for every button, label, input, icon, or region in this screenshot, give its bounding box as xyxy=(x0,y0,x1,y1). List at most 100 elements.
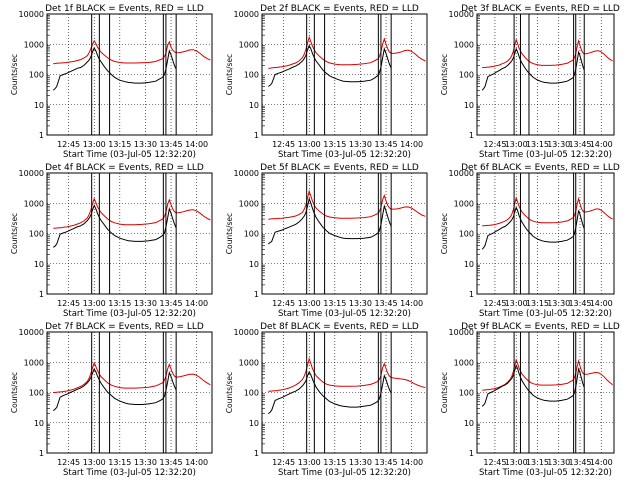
panel-3-ylabel: Counts/sec xyxy=(440,54,449,95)
panel-2-ytick-label: 100 xyxy=(244,71,259,80)
panel-6-xtick-label: 13:30 xyxy=(547,299,570,308)
panel-5-xlabel: Start Time (03-Jul-05 12:32:20) xyxy=(278,309,411,319)
panel-6-xtick-label: 13:45 xyxy=(568,299,591,308)
panel-6: Det 6f BLACK = Events, RED = LLD 1 10 100 10… xyxy=(440,163,620,319)
panel-1-series-events xyxy=(52,46,177,91)
panel-6-ytick-label: 1 xyxy=(469,290,474,299)
panel-7: Det 7f BLACK = Events, RED = LLD 1 10 100 10… xyxy=(10,322,213,478)
panel-8-xtick-label: 13:15 xyxy=(323,458,346,467)
panel-3-ytick-label: 10 xyxy=(464,101,474,110)
panel-7-ylabel: Counts/sec xyxy=(10,372,19,413)
panel-7-title: Det 7f BLACK = Events, RED = LLD xyxy=(45,322,204,332)
panel-5-series-events xyxy=(267,197,392,245)
panel-2: Det 2f BLACK = Events, RED = LLD 1 10 100 10… xyxy=(225,4,428,160)
panel-2-xtick-label: 12:45 xyxy=(272,140,295,149)
panel-7-xtick-label: 13:30 xyxy=(134,458,157,467)
panel-6-xtick-label: 12:45 xyxy=(483,299,506,308)
panel-2-ytick-label: 10000 xyxy=(234,10,259,19)
panel-1-xtick-label: 13:00 xyxy=(83,140,106,149)
panel-6-xtick-label: 13:15 xyxy=(526,299,549,308)
panel-1-xlabel: Start Time (03-Jul-05 12:32:20) xyxy=(63,150,196,160)
panel-2-series-events xyxy=(268,44,392,87)
panel-3-xtick-label: 14:00 xyxy=(590,140,613,149)
panel-5-ytick-label: 100 xyxy=(244,230,259,239)
panel-2-ytick-label: 1 xyxy=(254,131,259,140)
panel-3-xtick-label: 13:15 xyxy=(526,140,549,149)
panel-1-ytick-label: 1000 xyxy=(24,40,44,49)
panel-9-series-lld xyxy=(482,358,613,391)
panel-9-series-events xyxy=(481,364,585,407)
panel-9-xtick-label: 13:45 xyxy=(568,458,591,467)
panel-7-series-lld xyxy=(53,361,211,393)
panel-7-ytick-label: 1000 xyxy=(24,358,44,367)
panel-8-ytick-label: 10000 xyxy=(234,328,259,337)
panel-4-series-events xyxy=(53,204,177,248)
panel-1: Det 1f BLACK = Events, RED = LLD 1 10 100 10… xyxy=(10,4,213,160)
panel-1-xtick-label: 13:30 xyxy=(134,140,157,149)
panel-6-ytick-label: 10 xyxy=(464,260,474,269)
panel-8-xtick-label: 14:00 xyxy=(400,458,423,467)
panel-2-ytick-label: 1000 xyxy=(239,40,259,49)
panel-5-ytick-label: 10 xyxy=(249,260,259,269)
panel-4-xtick-label: 12:45 xyxy=(57,299,80,308)
panel-4-ytick-label: 100 xyxy=(29,230,44,239)
panel-7-ytick-label: 100 xyxy=(29,389,44,398)
panel-6-xtick-label: 14:00 xyxy=(590,299,613,308)
panel-5-xtick-label: 13:15 xyxy=(323,299,346,308)
panel-3-xtick-label: 12:45 xyxy=(483,140,506,149)
panel-6-ytick-label: 10000 xyxy=(449,169,474,178)
panel-6-series-lld xyxy=(482,196,613,227)
panel-8-ytick-label: 1000 xyxy=(239,358,259,367)
panel-5-xtick-label: 13:45 xyxy=(375,299,398,308)
panel-8-ytick-label: 100 xyxy=(244,389,259,398)
panel-9-xtick-label: 12:45 xyxy=(483,458,506,467)
panel-4-ylabel: Counts/sec xyxy=(10,213,19,254)
panel-4-title: Det 4f BLACK = Events, RED = LLD xyxy=(45,163,204,173)
panel-6-title: Det 6f BLACK = Events, RED = LLD xyxy=(461,163,620,173)
panel-3-ytick-label: 10000 xyxy=(449,10,474,19)
panel-8-ytick-label: 1 xyxy=(254,449,259,458)
panel-4-ytick-label: 10000 xyxy=(19,169,44,178)
panel-1-xtick-label: 13:15 xyxy=(108,140,131,149)
panel-5-series-lld xyxy=(268,189,426,220)
panel-4-ytick-label: 1000 xyxy=(24,199,44,208)
panel-5-xtick-label: 12:45 xyxy=(272,299,295,308)
panel-7-series-events xyxy=(52,367,177,412)
panel-2-ytick-label: 10 xyxy=(249,101,259,110)
panel-7-ytick-label: 10 xyxy=(34,419,44,428)
panel-7-xtick-label: 14:00 xyxy=(185,458,208,467)
panel-4-ytick-label: 10 xyxy=(34,260,44,269)
panel-9-ytick-label: 1 xyxy=(469,449,474,458)
panel-2-series-lld xyxy=(268,35,426,69)
panel-9-xtick-label: 13:15 xyxy=(526,458,549,467)
panel-7-xtick-label: 13:15 xyxy=(108,458,131,467)
panel-9-title: Det 9f BLACK = Events, RED = LLD xyxy=(461,322,620,332)
panel-9-xtick-label: 14:00 xyxy=(590,458,613,467)
panel-1-xtick-label: 14:00 xyxy=(185,140,208,149)
panel-7-xtick-label: 12:45 xyxy=(57,458,80,467)
panel-5: Det 5f BLACK = Events, RED = LLD 1 10 100 10… xyxy=(225,163,428,319)
panel-8-xtick-label: 12:45 xyxy=(272,458,295,467)
panel-4-xtick-label: 13:15 xyxy=(108,299,131,308)
panel-1-xtick-label: 12:45 xyxy=(57,140,80,149)
panel-4: Det 4f BLACK = Events, RED = LLD 1 10 100 10… xyxy=(10,163,213,319)
panel-5-xtick-label: 13:30 xyxy=(349,299,372,308)
panel-6-series-events xyxy=(481,206,585,250)
panel-8-ylabel: Counts/sec xyxy=(225,372,234,413)
panel-5-ytick-label: 10000 xyxy=(234,169,259,178)
panel-5-title: Det 5f BLACK = Events, RED = LLD xyxy=(260,163,419,173)
panel-8-title: Det 8f BLACK = Events, RED = LLD xyxy=(260,322,419,332)
panel-3-series-lld xyxy=(482,38,613,68)
panel-6-frame xyxy=(476,172,615,295)
panel-7-ytick-label: 1 xyxy=(39,449,44,458)
panel-6-xtick-label: 13:00 xyxy=(505,299,528,308)
panel-2-ylabel: Counts/sec xyxy=(225,54,234,95)
panel-9-ytick-label: 10 xyxy=(464,419,474,428)
panel-5-ytick-label: 1 xyxy=(254,290,259,299)
panel-7-xtick-label: 13:00 xyxy=(83,458,106,467)
panel-1-ytick-label: 10000 xyxy=(19,10,44,19)
panel-5-xtick-label: 14:00 xyxy=(400,299,423,308)
panel-1-xtick-label: 13:45 xyxy=(160,140,183,149)
panel-5-ylabel: Counts/sec xyxy=(225,213,234,254)
